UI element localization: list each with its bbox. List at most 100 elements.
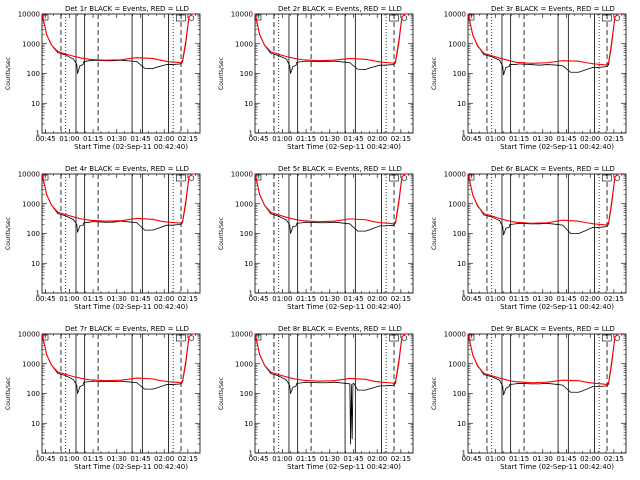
data-point-lld <box>578 380 579 382</box>
data-point-events <box>581 390 583 392</box>
data-point-lld <box>601 224 603 225</box>
data-point-lld <box>41 333 43 335</box>
data-point-lld <box>611 200 613 202</box>
data-point-lld <box>472 354 474 356</box>
data-point-lld <box>469 20 470 21</box>
data-point-events <box>570 71 572 73</box>
y-tick-label: 10000 <box>18 171 40 179</box>
data-point-events <box>597 386 598 388</box>
data-point-lld <box>294 218 295 220</box>
x-tick-label: 02:15 <box>604 455 624 463</box>
data-point-events <box>508 227 510 228</box>
data-point-lld <box>404 333 406 335</box>
data-point-lld <box>398 360 400 362</box>
data-point-lld <box>546 381 548 383</box>
x-tick-label: 01:45 <box>130 135 150 143</box>
data-point-events <box>292 66 294 68</box>
chart-title: Det 8r BLACK = Events, RED = LLD <box>278 325 402 333</box>
data-point-events <box>136 61 138 63</box>
series-line-events <box>254 333 408 445</box>
data-point-events <box>509 384 511 385</box>
data-point-events <box>286 379 287 381</box>
data-point-lld <box>120 379 122 381</box>
data-point-events <box>296 222 298 224</box>
data-point-lld <box>614 176 616 178</box>
y-tick-label: 100 <box>27 390 40 398</box>
data-point-lld <box>491 215 493 217</box>
data-point-events <box>393 384 395 386</box>
x-tick-label: 02:00 <box>580 455 600 463</box>
subplot-det-7: Det 7r BLACK = Events, RED = LLD 1 10 100 10… <box>5 325 201 471</box>
data-point-events <box>120 380 122 382</box>
data-point-events <box>509 224 511 225</box>
data-point-lld <box>194 13 195 15</box>
x-tick-label: 01:45 <box>556 455 576 463</box>
data-point-lld <box>515 381 516 383</box>
data-point-lld <box>562 379 564 381</box>
data-point-events <box>357 68 359 70</box>
data-point-events <box>155 228 157 230</box>
data-point-events <box>152 388 154 390</box>
data-point-lld <box>365 378 366 380</box>
data-point-lld <box>349 378 351 379</box>
data-point-lld <box>620 333 621 335</box>
data-point-events <box>83 381 85 383</box>
x-tick-label: 01:15 <box>296 455 316 463</box>
data-point-events <box>368 67 370 69</box>
plot-frame <box>254 13 414 134</box>
data-point-events <box>65 215 67 217</box>
y-tick-label: 100 <box>240 390 253 398</box>
data-point-lld <box>401 336 403 338</box>
data-point-lld <box>254 13 256 15</box>
data-point-lld <box>286 376 287 378</box>
data-point-lld <box>317 60 319 62</box>
y-tick-label: 1 <box>249 290 253 298</box>
data-point-lld <box>81 378 82 379</box>
y-axis-label: Counts/sec <box>218 217 225 250</box>
data-point-events <box>503 74 504 76</box>
data-point-events <box>384 225 385 227</box>
data-point-lld <box>608 382 610 384</box>
indicator-box-right <box>176 174 186 182</box>
indicator-box-right <box>176 334 186 342</box>
data-point-events <box>104 221 106 223</box>
data-point-events <box>302 61 303 63</box>
data-point-events <box>368 388 370 390</box>
data-point-lld <box>46 194 48 196</box>
data-point-events <box>557 224 559 225</box>
data-point-events <box>180 224 182 225</box>
data-point-lld <box>620 173 621 175</box>
data-point-lld <box>270 51 272 53</box>
y-tick-label: 100 <box>453 230 466 238</box>
data-point-lld <box>407 333 408 335</box>
data-point-events <box>393 224 395 226</box>
data-point-lld <box>586 62 587 64</box>
y-tick-label: 1000 <box>448 360 466 368</box>
data-point-events <box>502 386 504 388</box>
data-point-lld <box>611 360 613 362</box>
x-tick-label: 02:00 <box>367 135 387 143</box>
data-point-events <box>289 224 291 226</box>
data-point-events <box>82 384 84 386</box>
data-point-events <box>65 54 67 56</box>
data-point-lld <box>152 218 154 220</box>
data-point-events <box>292 387 294 388</box>
indicator-box-right <box>601 14 612 22</box>
data-point-events <box>325 61 327 63</box>
data-point-events <box>76 384 78 386</box>
data-point-lld <box>191 13 193 15</box>
x-axis-label: Start Time (02-Sep-11 00:42:40) <box>287 143 401 151</box>
x-tick-label: 01:30 <box>320 455 340 463</box>
data-point-lld <box>601 383 603 385</box>
data-point-lld <box>507 59 508 61</box>
data-point-events <box>82 224 84 226</box>
data-point-events <box>79 225 81 227</box>
data-point-events <box>152 68 154 70</box>
data-point-events <box>292 226 294 228</box>
y-tick-label: 10000 <box>444 11 466 19</box>
subplot-det-3: Det 3r BLACK = Events, RED = LLD 1 10 100 10… <box>431 5 627 151</box>
data-point-events <box>365 389 366 391</box>
series-line-lld <box>467 333 621 386</box>
data-point-events <box>79 65 81 67</box>
data-point-lld <box>175 61 177 63</box>
